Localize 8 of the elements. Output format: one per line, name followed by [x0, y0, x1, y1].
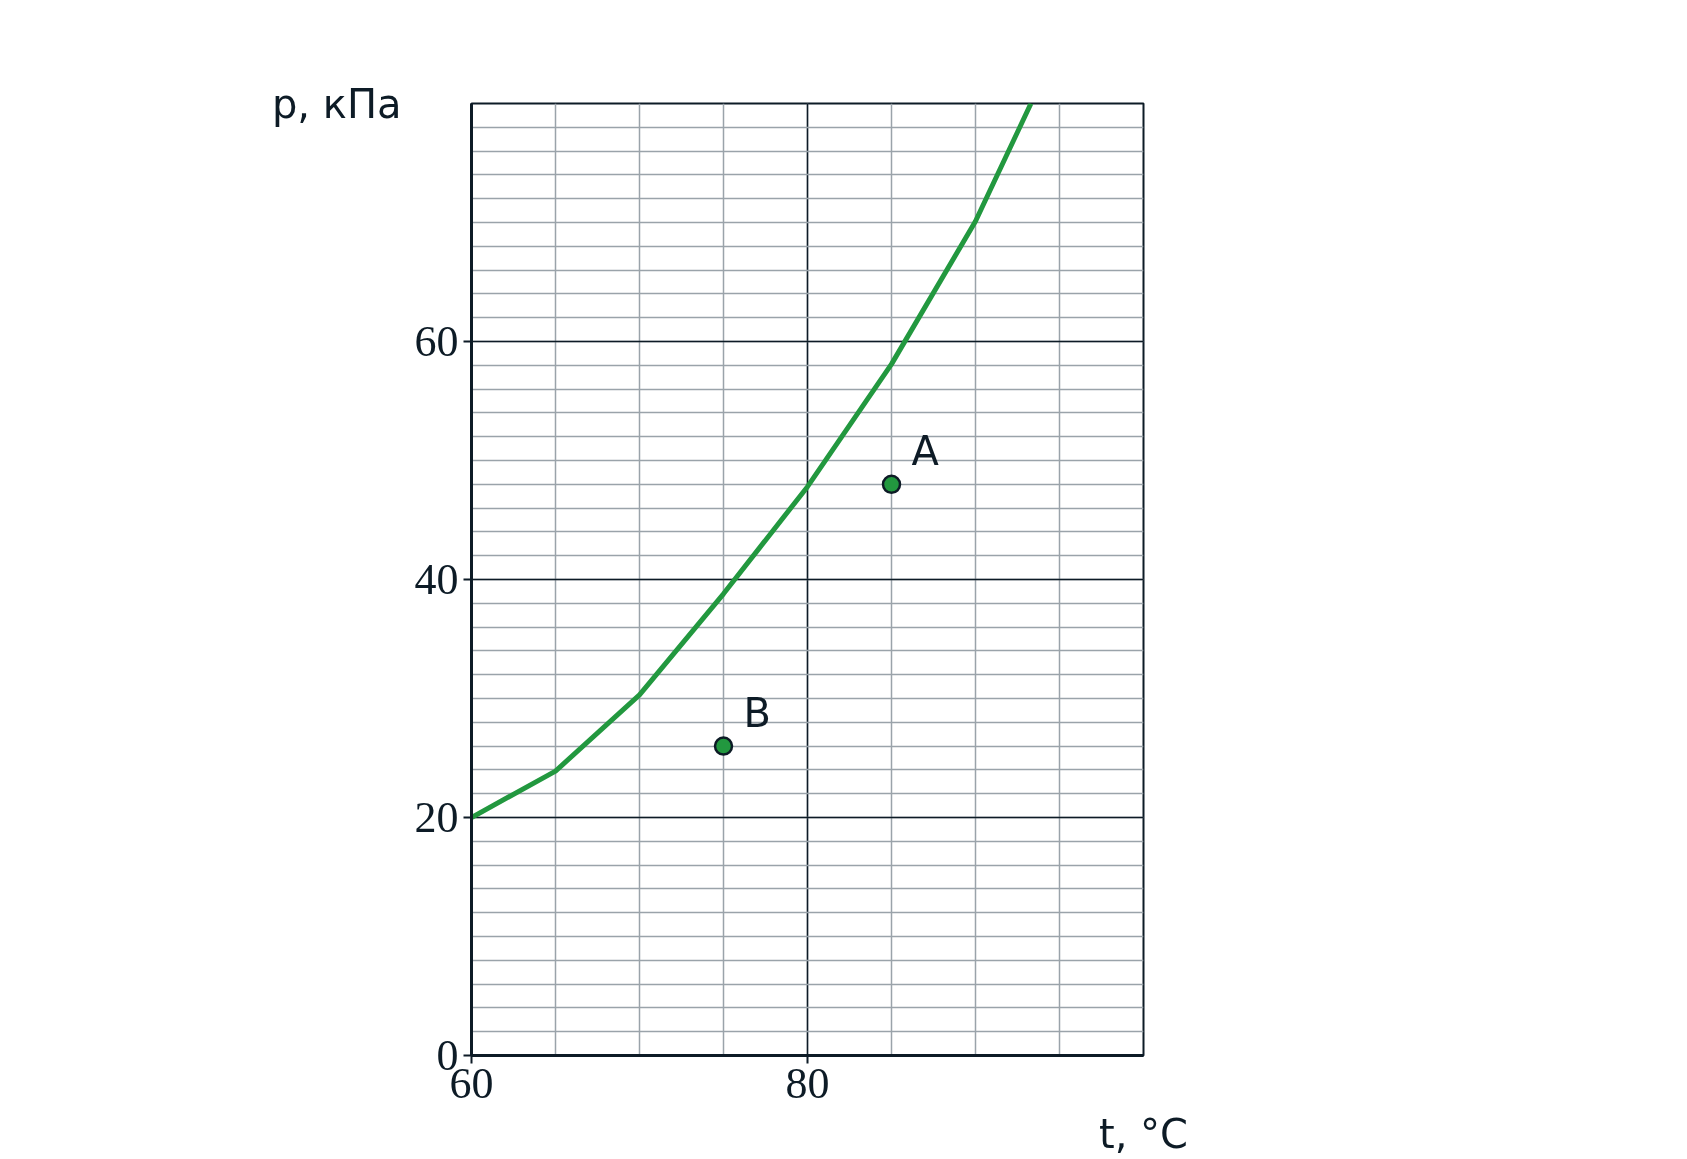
annotation: A	[911, 428, 940, 475]
y-tick-label: 40	[414, 555, 459, 604]
annotation: B	[743, 690, 771, 737]
x-axis-title: t, °C	[1098, 1110, 1189, 1157]
x-tick-label: 80	[785, 1058, 830, 1108]
y-tick-label: 20	[414, 793, 459, 842]
y-axis-title: p, кПа	[271, 80, 402, 127]
y-tick-label: 60	[414, 317, 459, 366]
